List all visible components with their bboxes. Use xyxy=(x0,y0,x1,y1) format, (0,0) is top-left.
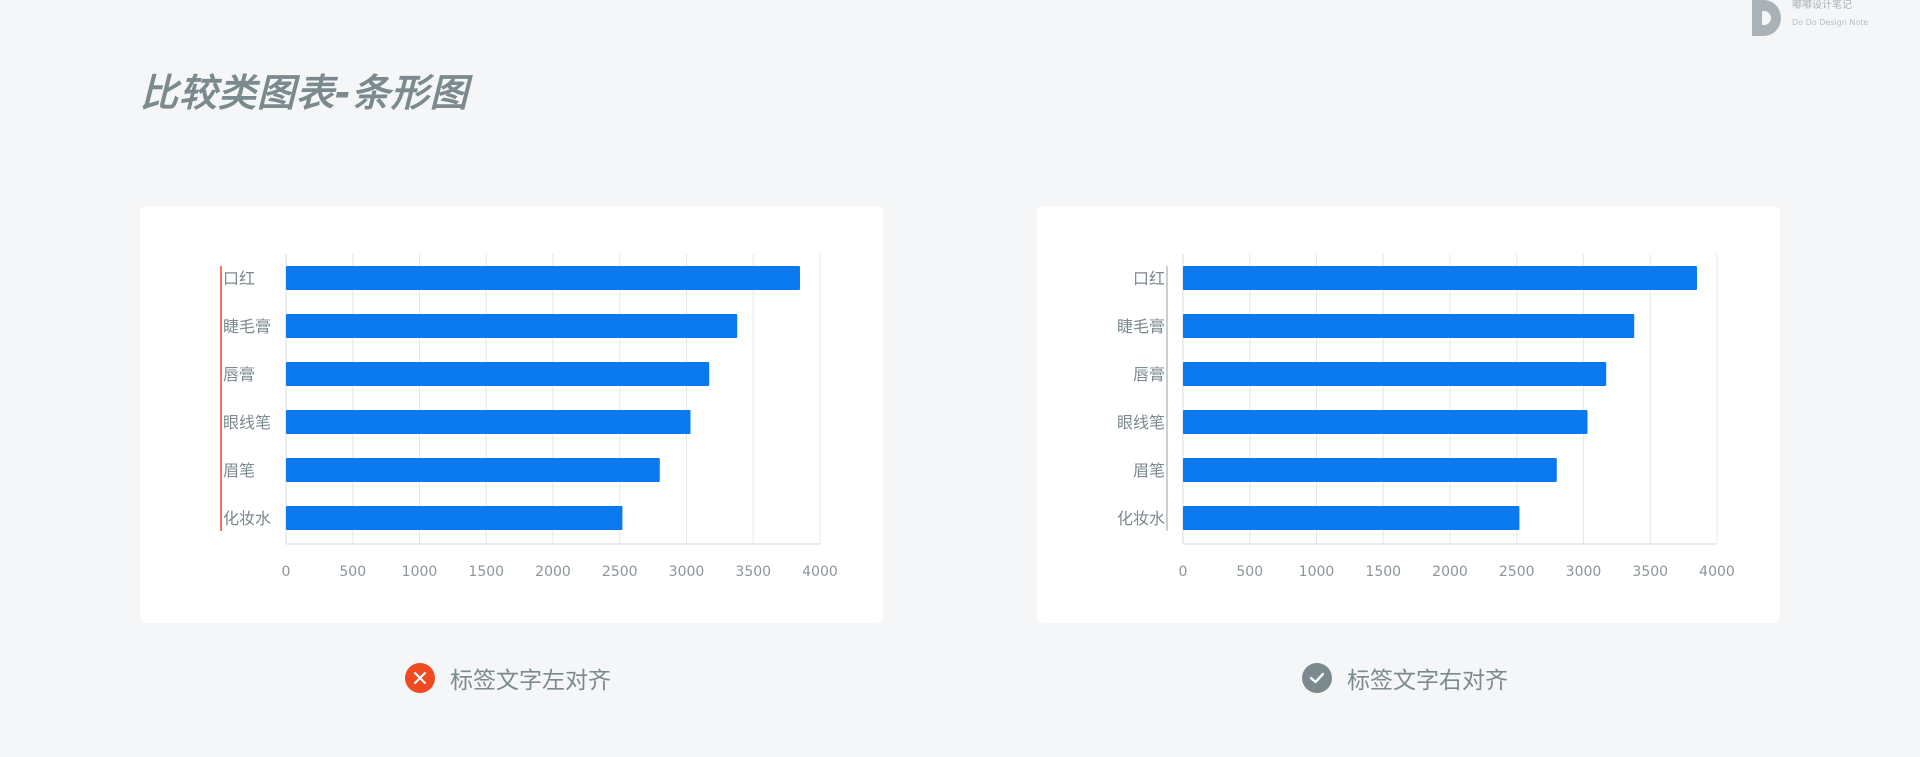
x-tick-label-4000: 4000 xyxy=(802,564,838,580)
bar-1 xyxy=(286,266,800,290)
bar-chart-left-aligned: 0 500 1000 1500 2000 2500 3000 3500 4000 口红睫毛膏唇膏眼… xyxy=(220,254,838,580)
caption-right: 标签文字右对齐 xyxy=(1302,660,1508,696)
bar-1 xyxy=(1183,266,1697,290)
x-tick-label-1000: 1000 xyxy=(1299,564,1335,580)
bar-3 xyxy=(286,362,710,386)
caption-left-text: 标签文字左对齐 xyxy=(450,668,611,694)
x-tick-label-500: 500 xyxy=(339,564,366,580)
bar-chart-right-aligned: 0 500 1000 1500 2000 2500 3000 3500 4000 口红睫毛膏唇膏眼… xyxy=(1117,254,1735,580)
x-tick-label-1500: 1500 xyxy=(468,564,504,580)
x-tick-label-1500: 1500 xyxy=(1365,564,1401,580)
x-tick-label-500: 500 xyxy=(1236,564,1263,580)
category-label-6: 化妆水 xyxy=(223,509,271,528)
x-tick-label-3000: 3000 xyxy=(1566,564,1602,580)
caption-right-text: 标签文字右对齐 xyxy=(1347,668,1508,694)
bar-3 xyxy=(1183,362,1607,386)
category-label-6: 化妆水 xyxy=(1117,509,1165,528)
bar-4 xyxy=(1183,410,1588,434)
x-tick-label-2000: 2000 xyxy=(1432,564,1468,580)
x-tick-label-2000: 2000 xyxy=(535,564,571,580)
x-tick-label-0: 0 xyxy=(1179,564,1188,580)
chart-card-left-aligned: 0 500 1000 1500 2000 2500 3000 3500 4000 口红睫毛膏唇膏眼… xyxy=(140,206,883,623)
logo: 嘟嘟设计笔记 Do Do Design Note xyxy=(1750,0,1870,40)
logo-d-icon xyxy=(1752,0,1781,36)
x-tick-label-3000: 3000 xyxy=(669,564,705,580)
chart-card-right-aligned: 0 500 1000 1500 2000 2500 3000 3500 4000 口红睫毛膏唇膏眼… xyxy=(1037,206,1780,623)
cross-icon xyxy=(405,663,435,693)
bar-4 xyxy=(286,410,691,434)
caption-left: 标签文字左对齐 xyxy=(405,660,611,696)
category-label-2: 睫毛膏 xyxy=(223,317,271,336)
x-tick-label-3500: 3500 xyxy=(735,564,771,580)
x-tick-label-1000: 1000 xyxy=(402,564,438,580)
logo-text-cn: 嘟嘟设计笔记 xyxy=(1792,0,1852,11)
bar-2 xyxy=(1183,314,1635,338)
category-label-4: 眼线笔 xyxy=(223,413,271,432)
x-tick-label-0: 0 xyxy=(282,564,291,580)
x-tick-label-2500: 2500 xyxy=(1499,564,1535,580)
page-title: 比较类图表-条形图 xyxy=(140,71,469,115)
category-label-4: 眼线笔 xyxy=(1117,413,1165,432)
category-label-1: 口红 xyxy=(1133,269,1165,288)
category-label-3: 唇膏 xyxy=(223,365,255,384)
x-tick-label-2500: 2500 xyxy=(602,564,638,580)
bar-6 xyxy=(286,506,623,530)
category-label-5: 眉笔 xyxy=(223,461,255,480)
category-label-3: 唇膏 xyxy=(1133,365,1165,384)
x-tick-label-4000: 4000 xyxy=(1699,564,1735,580)
bar-6 xyxy=(1183,506,1520,530)
category-label-1: 口红 xyxy=(223,269,255,288)
category-label-2: 睫毛膏 xyxy=(1117,317,1165,336)
x-tick-label-3500: 3500 xyxy=(1632,564,1668,580)
bar-5 xyxy=(1183,458,1557,482)
check-icon xyxy=(1302,663,1332,693)
bar-2 xyxy=(286,314,738,338)
logo-text-en: Do Do Design Note xyxy=(1792,18,1869,27)
bar-5 xyxy=(286,458,660,482)
category-label-5: 眉笔 xyxy=(1133,461,1165,480)
